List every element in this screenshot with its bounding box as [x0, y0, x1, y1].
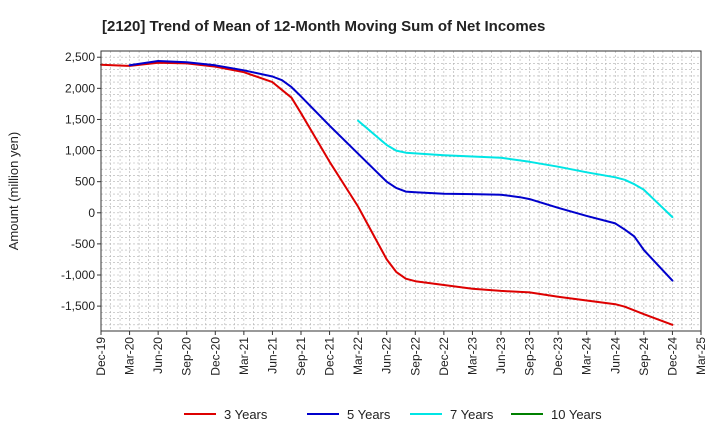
x-tick-label: Sep-24 [637, 337, 651, 376]
x-tick-label: Sep-20 [180, 337, 194, 376]
x-axis-ticks: Dec-19 Mar-20 Jun-20 Sep-20 Dec-20 Mar-21 Jun-… [94, 331, 708, 376]
y-axis-ticks: 2,500 2,000 1,500 1,000 500 0 -500 -1,000 -1,500 [61, 50, 101, 313]
x-tick-label: Mar-20 [123, 337, 137, 375]
y-tick-label: -1,000 [61, 268, 95, 282]
y-axis-label: Amount (million yen) [6, 132, 21, 251]
x-tick-label: Sep-22 [408, 337, 422, 376]
series-line [128, 60, 674, 282]
legend-label: 5 Years [347, 407, 391, 422]
x-tick-label: Mar-25 [694, 337, 708, 375]
legend: 3 Years 5 Years 7 Years 10 Years [184, 407, 602, 422]
x-tick-label: Jun-22 [380, 337, 394, 374]
series-layer [100, 60, 674, 326]
legend-label: 7 Years [450, 407, 494, 422]
x-tick-label: Jun-20 [151, 337, 165, 374]
x-tick-label: Dec-22 [437, 337, 451, 376]
x-tick-label: Mar-22 [351, 337, 365, 375]
x-tick-label: Jun-23 [494, 337, 508, 374]
x-tick-label: Sep-23 [523, 337, 537, 376]
legend-label: 10 Years [551, 407, 602, 422]
x-tick-label: Jun-24 [608, 337, 622, 374]
chart-title: [2120] Trend of Mean of 12-Month Moving … [102, 18, 545, 35]
x-tick-label: Mar-21 [237, 337, 251, 375]
y-tick-label: 1,000 [65, 144, 95, 158]
x-tick-label: Dec-19 [94, 337, 108, 376]
x-tick-label: Dec-20 [208, 337, 222, 376]
y-tick-label: 500 [75, 175, 95, 189]
plot-frame [100, 50, 702, 332]
y-tick-label: -500 [71, 237, 95, 251]
series-line [100, 61, 674, 326]
legend-label: 3 Years [224, 407, 268, 422]
x-tick-label: Dec-21 [323, 337, 337, 376]
y-tick-label: 2,000 [65, 81, 95, 95]
y-tick-label: 1,500 [65, 112, 95, 126]
x-tick-label: Jun-21 [265, 337, 279, 374]
x-tick-label: Sep-21 [294, 337, 308, 376]
x-tick-label: Mar-23 [465, 337, 479, 375]
y-tick-label: -1,500 [61, 299, 95, 313]
y-tick-label: 2,500 [65, 50, 95, 64]
y-tick-label: 0 [88, 206, 95, 220]
x-tick-label: Dec-24 [665, 337, 679, 376]
x-tick-label: Mar-24 [580, 337, 594, 375]
plot-area [101, 51, 701, 331]
x-tick-label: Dec-23 [551, 337, 565, 376]
series-line [357, 119, 674, 219]
